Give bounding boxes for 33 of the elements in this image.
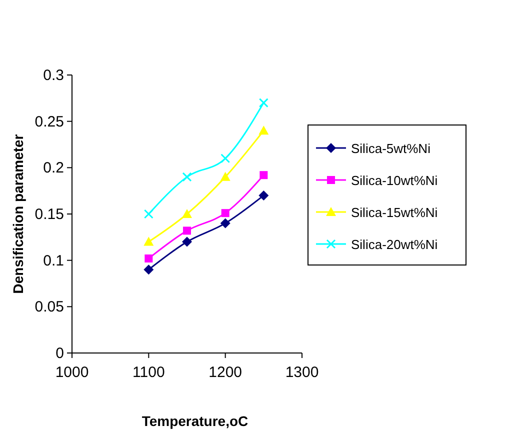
point: [258, 190, 269, 200]
x-axis-title: Temperature,oC: [142, 413, 248, 429]
point: [220, 154, 230, 164]
point: [260, 171, 268, 180]
point: [221, 209, 230, 218]
legend-label: Silica-5wt%Ni: [351, 141, 431, 156]
point: [144, 254, 153, 262]
x-tick-label: 1100: [132, 364, 165, 381]
y-tick-label: 0.05: [34, 298, 64, 316]
point: [144, 209, 154, 219]
legend-label: Silica-20wt%Ni: [351, 237, 438, 252]
x-tick-label: 1200: [208, 364, 242, 381]
y-tick-label: 0.25: [34, 113, 64, 130]
y-tick-label: 0.2: [43, 160, 64, 177]
point: [258, 98, 268, 108]
point: [220, 172, 230, 181]
y-axis-title: Densification parameter: [10, 134, 26, 294]
legend-label: Silica-10wt%Ni: [351, 173, 438, 188]
x-tick-label: 1000: [55, 364, 89, 381]
y-tick-label: 0: [56, 345, 64, 362]
y-tick-label: 0.15: [34, 206, 64, 223]
point: [182, 209, 192, 218]
point: [144, 264, 154, 275]
point: [183, 226, 191, 235]
y-tick-label: 0.1: [43, 252, 64, 270]
point: [144, 236, 154, 246]
point: [182, 236, 192, 247]
x-tick-label: 1300: [285, 364, 319, 381]
point: [220, 218, 230, 228]
legend-label: Silica-15wt%Ni: [351, 205, 438, 220]
point: [182, 172, 192, 182]
point: [258, 126, 269, 135]
y-tick-label: 0.3: [43, 67, 64, 84]
